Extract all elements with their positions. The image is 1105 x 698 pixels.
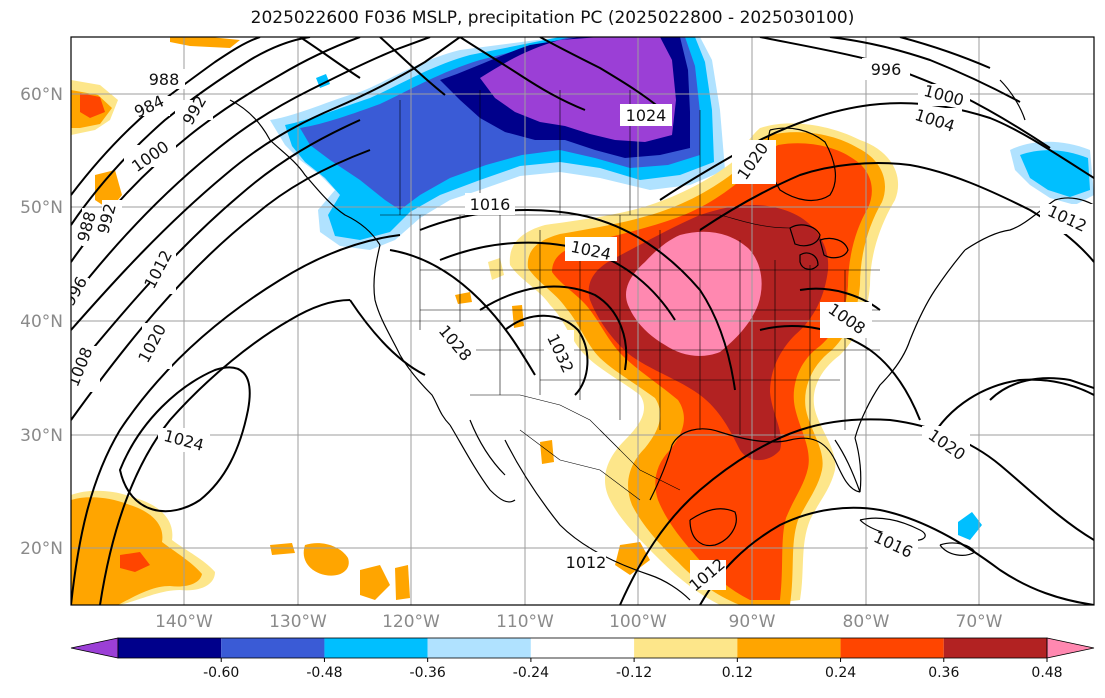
- lat-label: 60°N: [20, 85, 63, 105]
- isobar-label: 1000: [918, 81, 970, 110]
- isobar-label: 1020: [134, 321, 172, 369]
- colorbar-tick-label: -0.12: [616, 665, 652, 681]
- svg-text:1024: 1024: [626, 106, 667, 125]
- plot-frame: [70, 36, 1095, 606]
- lon-label: 100°W: [609, 612, 667, 632]
- isobar-label: 1032: [543, 330, 578, 378]
- svg-text:996: 996: [871, 60, 902, 79]
- isobar-label: 1016: [465, 193, 515, 215]
- colorbar-segment: [943, 638, 1047, 658]
- isobar-label: 1004: [908, 105, 962, 136]
- colorbar-segment: [530, 638, 635, 658]
- colorbar-tick-label: 0.36: [928, 665, 959, 681]
- isobar-label: 996: [862, 58, 910, 80]
- lon-label: 120°W: [382, 612, 440, 632]
- positive-anomaly-region: [71, 37, 899, 605]
- isobar-label: 1020: [732, 139, 776, 184]
- colorbar-tick-label: -0.60: [203, 665, 239, 681]
- isobar-label: 1024: [620, 104, 672, 126]
- lon-label: 80°W: [843, 612, 890, 632]
- lon-label: 130°W: [269, 612, 327, 632]
- colorbar-tick-label: 0.24: [825, 665, 856, 681]
- colorbar-tick-label: -0.36: [410, 665, 446, 681]
- isobar-label: 992: [94, 200, 122, 236]
- colorbar-segment: [840, 638, 944, 658]
- isobar-label: 1012: [566, 552, 607, 574]
- lon-label: 90°W: [729, 612, 776, 632]
- negative-anomaly-region: [270, 37, 1094, 540]
- lat-label: 50°N: [20, 198, 63, 218]
- svg-text:1016: 1016: [470, 195, 511, 214]
- colorbar-segment: [118, 638, 222, 658]
- colorbar-tick-labels: -0.60 -0.48 -0.36 -0.24 -0.12 0.12 0.24 0.36 0.4…: [203, 658, 1063, 681]
- isobars: [71, 37, 1094, 605]
- colorbar-segment: [221, 638, 325, 658]
- isobar-label: 996: [71, 273, 91, 309]
- colorbar-tick-label: 0.48: [1031, 665, 1062, 681]
- colorbar-tick-label: -0.24: [513, 665, 549, 681]
- lat-label: 40°N: [20, 312, 63, 332]
- svg-text:988: 988: [149, 70, 180, 89]
- isobar-label: 1012: [685, 554, 728, 595]
- svg-text:1012: 1012: [566, 553, 607, 572]
- colorbar-segment: [324, 638, 428, 658]
- colorbar-segment: [737, 638, 841, 658]
- isobar-label: 1008: [820, 299, 872, 338]
- colorbar-extend-low: [70, 637, 119, 659]
- colorbar-extend-high: [1046, 637, 1095, 659]
- isobar-labels: 988 984 992 1000 988 992 996 1012 1020 1…: [71, 58, 1094, 595]
- isobar-label: 1016: [868, 527, 918, 562]
- colorbar-segment: [634, 638, 738, 658]
- lon-label: 110°W: [496, 612, 554, 632]
- isobar-label: 988: [143, 69, 185, 89]
- isobar-label: 1008: [71, 345, 100, 392]
- latitude-labels: 60°N 50°N 40°N 30°N 20°N: [20, 85, 63, 559]
- longitude-labels: 140°W 130°W 120°W 110°W 100°W 90°W 80°W …: [155, 612, 1003, 632]
- isobar-label: 1020: [922, 425, 970, 464]
- lat-label: 20°N: [20, 539, 63, 559]
- colorbar: [70, 637, 1095, 659]
- colorbar-frame: [117, 637, 1048, 659]
- isobar-label: 1024: [565, 237, 617, 264]
- isobar-label: 1012: [1040, 201, 1094, 236]
- lon-label: 140°W: [155, 612, 213, 632]
- graticule: [71, 37, 1094, 605]
- lon-label: 70°W: [956, 612, 1003, 632]
- colorbar-tick-label: -0.48: [306, 665, 342, 681]
- colorbar-tick-label: 0.12: [722, 665, 753, 681]
- isobar-label: 1028: [432, 321, 476, 366]
- colorbar-segment: [427, 638, 531, 658]
- isobar-label: 1024: [158, 426, 210, 455]
- lat-label: 30°N: [20, 426, 63, 446]
- map-title: 2025022600 F036 MSLP, precipitation PC (…: [250, 8, 855, 28]
- coastlines: [229, 79, 1094, 601]
